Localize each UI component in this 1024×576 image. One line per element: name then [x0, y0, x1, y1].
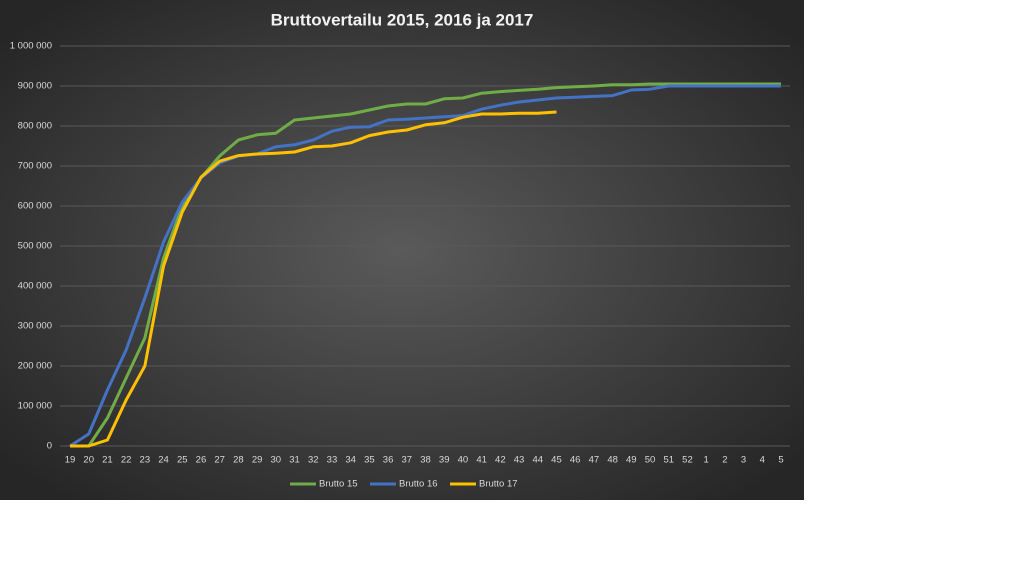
series-line	[70, 82, 781, 448]
legend-label: Brutto 17	[479, 479, 518, 490]
chart: Bruttovertailu 2015, 2016 ja 2017 0 100 0…	[0, 0, 804, 500]
x-tick-label: 42	[495, 455, 506, 466]
x-tick-label: 46	[570, 455, 581, 466]
y-tick-label: 700 000	[18, 161, 52, 172]
x-tick-label: 52	[682, 455, 693, 466]
x-tick-label: 43	[514, 455, 525, 466]
x-tick-label: 25	[177, 455, 188, 466]
x-tick-label: 27	[214, 455, 225, 466]
y-tick-label: 600 000	[18, 201, 52, 212]
x-tick-label: 28	[233, 455, 244, 466]
x-tick-label: 44	[532, 455, 543, 466]
x-tick-label: 45	[551, 455, 562, 466]
y-tick-label: 1 000 000	[10, 41, 52, 52]
x-tick-label: 39	[439, 455, 450, 466]
x-tick-label: 29	[252, 455, 263, 466]
legend-label: Brutto 15	[319, 479, 358, 490]
x-tick-label: 33	[327, 455, 338, 466]
x-tick-label: 26	[196, 455, 207, 466]
x-tick-label: 47	[589, 455, 600, 466]
x-tick-label: 40	[458, 455, 469, 466]
y-tick-label: 200 000	[18, 361, 52, 372]
series-line	[69, 84, 781, 448]
x-tick-label: 20	[83, 455, 94, 466]
x-tick-label: 50	[645, 455, 656, 466]
x-tick-label: 1	[704, 455, 709, 466]
x-tick-label: 22	[121, 455, 132, 466]
y-tick-label: 0	[47, 441, 52, 452]
chart-title: Bruttovertailu 2015, 2016 ja 2017	[271, 10, 534, 29]
chart-background	[0, 0, 804, 500]
x-tick-label: 19	[65, 455, 76, 466]
x-tick-label: 21	[102, 455, 113, 466]
x-tick-label: 23	[140, 455, 151, 466]
x-tick-label: 38	[420, 455, 431, 466]
x-tick-label: 36	[383, 455, 394, 466]
y-tick-label: 400 000	[18, 281, 52, 292]
x-tick-label: 5	[778, 455, 783, 466]
x-tick-label: 31	[289, 455, 300, 466]
x-tick-label: 41	[476, 455, 487, 466]
x-tick-label: 3	[741, 455, 746, 466]
x-tick-label: 30	[271, 455, 282, 466]
x-tick-label: 2	[722, 455, 727, 466]
series-line	[70, 110, 557, 448]
x-tick-label: 37	[402, 455, 413, 466]
x-tick-label: 48	[607, 455, 618, 466]
x-tick-label: 32	[308, 455, 319, 466]
x-tick-label: 35	[364, 455, 375, 466]
y-tick-label: 500 000	[18, 241, 52, 252]
x-tick-label: 49	[626, 455, 637, 466]
y-tick-label: 900 000	[18, 81, 52, 92]
y-tick-label: 300 000	[18, 321, 52, 332]
y-tick-label: 100 000	[18, 401, 52, 412]
x-tick-label: 24	[158, 455, 169, 466]
y-tick-label: 800 000	[18, 121, 52, 132]
legend-label: Brutto 16	[399, 479, 438, 490]
x-tick-label: 4	[760, 455, 765, 466]
x-tick-label: 34	[345, 455, 356, 466]
x-tick-label: 51	[663, 455, 674, 466]
